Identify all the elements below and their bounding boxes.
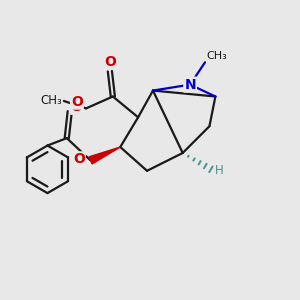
Text: CH₃: CH₃ xyxy=(40,94,62,107)
Text: CH₃: CH₃ xyxy=(206,51,227,61)
Text: H: H xyxy=(214,164,223,177)
Text: O: O xyxy=(73,152,85,166)
Text: O: O xyxy=(71,95,83,109)
Text: O: O xyxy=(104,55,116,69)
Text: O: O xyxy=(71,100,82,114)
Text: N: N xyxy=(184,78,196,92)
Text: O: O xyxy=(71,100,82,114)
Polygon shape xyxy=(89,147,120,164)
